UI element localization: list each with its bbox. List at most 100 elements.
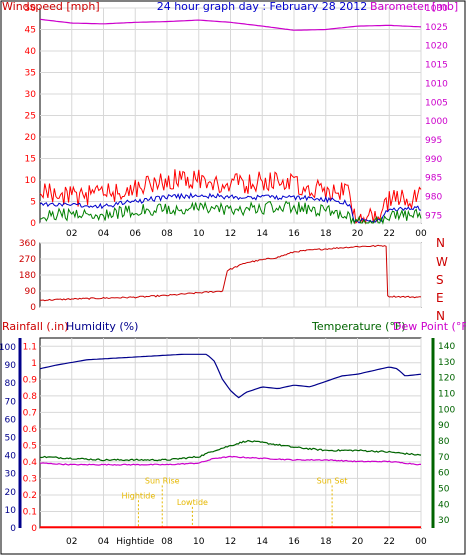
barometer-tick-label: 1030 bbox=[425, 4, 448, 14]
annotation-label: Hightide bbox=[122, 491, 156, 500]
temperature-tick-label: 70 bbox=[438, 453, 450, 463]
direction-tick-label: 0 bbox=[30, 303, 36, 313]
panel-direction-series bbox=[39, 244, 422, 302]
time-tick-label: 10 bbox=[193, 537, 205, 547]
time-tick-label: 02 bbox=[66, 229, 77, 239]
humidity-axis-title: Humidity (%) bbox=[66, 320, 138, 333]
barometer-tick-label: 995 bbox=[425, 136, 442, 146]
time-tick-label: Hightide bbox=[116, 537, 154, 547]
rainfall-axis-title: Rainfall (.in) bbox=[2, 320, 69, 333]
windspeed-tick-label: 35 bbox=[25, 69, 36, 79]
rainfall-tick-label: 0.2 bbox=[23, 491, 37, 501]
time-tick-label: 04 bbox=[98, 537, 110, 547]
barometer-tick-label: 985 bbox=[425, 174, 442, 184]
rainfall-tick-label: 1.1 bbox=[23, 342, 37, 352]
astronomy-annotations: Sun Rise Hightide Lowtide Sun Set bbox=[122, 476, 348, 528]
humidity-tick-label: 100 bbox=[0, 343, 16, 353]
barometer-axis-title: Barometer [mb] bbox=[370, 0, 458, 13]
rainfall-tick-label: 0.1 bbox=[23, 507, 37, 517]
direction-tick-label: 360 bbox=[19, 239, 36, 249]
annotation-label: Sun Rise bbox=[145, 476, 180, 485]
windspeed-tick-label: 10 bbox=[25, 176, 37, 186]
panel-humidity-series bbox=[39, 353, 422, 529]
temperature-tick-label: 30 bbox=[438, 516, 450, 526]
annotation-label: Sun Set bbox=[317, 476, 348, 485]
temperature-tick-label: 100 bbox=[438, 405, 455, 415]
time-tick-label: 12 bbox=[225, 229, 236, 239]
humidity-tick-label: 60 bbox=[5, 415, 17, 425]
humidity-tick-label: 10 bbox=[5, 506, 17, 516]
barometer-tick-label: 1005 bbox=[425, 98, 448, 108]
windspeed-tick-label: 30 bbox=[25, 90, 37, 100]
time-tick-label: 20 bbox=[352, 537, 364, 547]
temperature-axis-title: Temperature (°F) bbox=[311, 320, 406, 333]
time-tick-label: 22 bbox=[384, 229, 395, 239]
panel-wind-series bbox=[39, 18, 422, 225]
windspeed-tick-label: 40 bbox=[25, 47, 37, 57]
compass-label: N bbox=[436, 236, 445, 250]
annotation-label: Lowtide bbox=[177, 498, 208, 507]
barometer-tick-label: 1000 bbox=[425, 117, 448, 127]
humidity-axis-ticks: 0 10 20 30 40 50 60 70 80 90 100 bbox=[0, 343, 16, 534]
compass-label: N bbox=[436, 309, 445, 323]
compass-label: E bbox=[436, 291, 444, 305]
panel-wind-grid bbox=[40, 7, 422, 224]
humidity-tick-label: 80 bbox=[5, 379, 17, 389]
dewpoint-line bbox=[39, 455, 422, 466]
speed-line bbox=[39, 200, 422, 225]
barometer-tick-label: 975 bbox=[425, 211, 442, 221]
direction-axis-ticks: 0 90 180 270 360 bbox=[19, 239, 36, 313]
windspeed-tick-label: 45 bbox=[25, 26, 36, 36]
time-tick-label: 06 bbox=[130, 229, 142, 239]
direction-tick-label: 270 bbox=[19, 255, 36, 265]
windspeed-axis-title: Windspeed [mph] bbox=[2, 0, 100, 13]
time-tick-label: 16 bbox=[288, 229, 300, 239]
time-tick-label: 08 bbox=[161, 229, 173, 239]
barometer-tick-label: 1025 bbox=[425, 23, 448, 33]
windspeed-tick-label: 15 bbox=[25, 155, 36, 165]
barometer-tick-label: 1015 bbox=[425, 61, 448, 71]
humidity-tick-label: 50 bbox=[5, 434, 17, 444]
humidity-tick-label: 30 bbox=[5, 470, 17, 480]
rainfall-tick-label: 0.4 bbox=[23, 458, 38, 468]
rainfall-axis-ticks: 0 0.1 0.2 0.3 0.4 0.5 0.6 0.7 0.8 0.9 1 1.1 bbox=[23, 342, 38, 534]
rainfall-tick-label: 0.6 bbox=[23, 425, 38, 435]
temperature-tick-label: 40 bbox=[438, 500, 450, 510]
windspeed-tick-label: 5 bbox=[30, 198, 36, 208]
direction-line bbox=[39, 244, 422, 302]
humidity-tick-label: 20 bbox=[5, 488, 17, 498]
humidity-tick-label: 90 bbox=[5, 361, 17, 371]
windspeed-tick-label: 25 bbox=[25, 112, 36, 122]
humidity-tick-label: 40 bbox=[5, 452, 17, 462]
barometer-axis-ticks: 975 980 985 990 995 1000 1005 1010 1015 1020 1025 1… bbox=[425, 4, 448, 221]
time-tick-label: 18 bbox=[320, 229, 332, 239]
temperature-tick-label: 80 bbox=[438, 437, 450, 447]
time-tick-label: 00 bbox=[415, 229, 427, 239]
time-tick-label: 14 bbox=[257, 229, 269, 239]
rainfall-tick-label: 0.7 bbox=[23, 408, 37, 418]
rainfall-tick-label: 0.5 bbox=[23, 441, 37, 451]
panel-wind-time-ticks: 02 04 06 08 10 12 14 16 18 20 22 00 bbox=[66, 229, 427, 239]
temperature-line bbox=[39, 439, 422, 462]
windspeed-tick-label: 50 bbox=[25, 4, 37, 14]
temperature-tick-label: 60 bbox=[438, 469, 450, 479]
rainfall-tick-label: 1 bbox=[31, 359, 37, 369]
windspeed-axis-ticks: 0 5 10 15 20 25 30 35 40 45 50 bbox=[25, 4, 37, 229]
temperature-tick-label: 90 bbox=[438, 421, 450, 431]
temperature-tick-label: 120 bbox=[438, 374, 455, 384]
humidity-tick-label: 70 bbox=[5, 397, 17, 407]
panel-humidity-time-ticks: 02 04 Hightide 08 10 12 14 16 18 20 22 00 bbox=[66, 537, 427, 547]
temperature-tick-label: 110 bbox=[438, 389, 455, 399]
rainfall-tick-label: 0 bbox=[31, 524, 37, 534]
barometer-tick-label: 1020 bbox=[425, 42, 448, 52]
compass-label: S bbox=[436, 273, 444, 287]
rainfall-tick-label: 0.8 bbox=[23, 392, 38, 402]
barometer-tick-label: 1010 bbox=[425, 79, 448, 89]
temperature-tick-label: 140 bbox=[438, 342, 455, 352]
windspeed-tick-label: 20 bbox=[25, 133, 37, 143]
time-tick-label: 20 bbox=[352, 229, 364, 239]
time-tick-label: 10 bbox=[193, 229, 205, 239]
graph-title: 24 hour graph day : February 28 2012 bbox=[157, 0, 368, 13]
